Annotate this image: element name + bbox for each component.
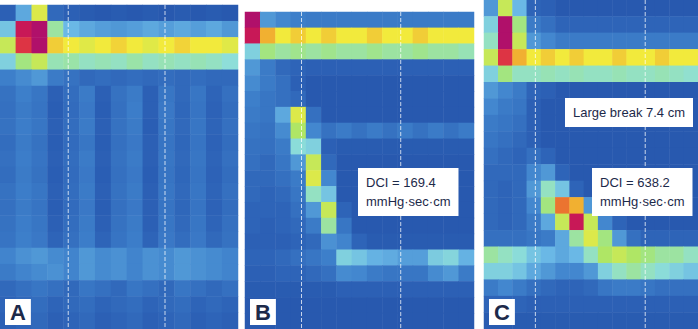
svg-text:A: A bbox=[10, 300, 26, 325]
svg-text:mmHg·sec·cm: mmHg·sec·cm bbox=[366, 194, 451, 209]
svg-text:mmHg·sec·cm: mmHg·sec·cm bbox=[600, 194, 685, 209]
svg-text:B: B bbox=[255, 300, 271, 325]
svg-text:C: C bbox=[494, 300, 510, 325]
svg-text:DCI = 638.2: DCI = 638.2 bbox=[600, 175, 670, 190]
svg-text:Large break 7.4 cm: Large break 7.4 cm bbox=[573, 105, 685, 120]
svg-text:DCI = 169.4: DCI = 169.4 bbox=[366, 175, 436, 190]
